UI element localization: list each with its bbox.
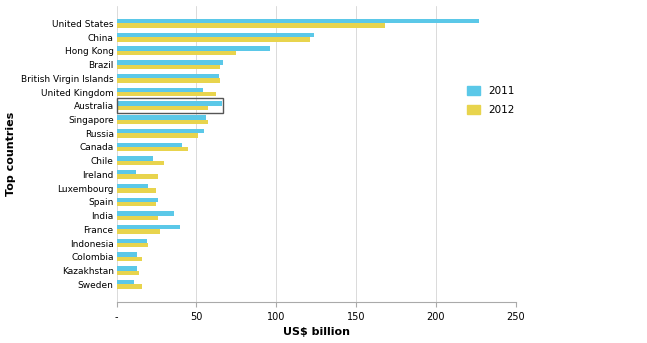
Bar	[116, 271, 139, 275]
Bar	[116, 202, 157, 206]
Bar	[116, 147, 188, 151]
Bar	[116, 78, 220, 83]
Bar	[116, 211, 174, 216]
Bar	[116, 98, 223, 113]
Bar	[116, 225, 181, 229]
Bar	[116, 115, 206, 120]
Bar	[116, 229, 160, 234]
Legend: 2011, 2012: 2011, 2012	[467, 86, 514, 115]
Bar	[116, 102, 222, 106]
Bar	[116, 37, 310, 42]
Bar	[116, 64, 220, 69]
Bar	[116, 252, 137, 257]
Bar	[116, 243, 148, 248]
X-axis label: US$ billion: US$ billion	[283, 328, 349, 338]
Bar	[116, 129, 204, 133]
Bar	[116, 51, 236, 55]
Bar	[116, 280, 134, 284]
Bar	[116, 60, 223, 64]
Bar	[116, 23, 385, 28]
Bar	[116, 19, 479, 23]
Bar	[116, 88, 203, 92]
Bar	[116, 266, 137, 271]
Bar	[116, 184, 148, 188]
Bar	[116, 143, 182, 147]
Bar	[116, 161, 164, 165]
Bar	[116, 33, 314, 37]
Bar	[116, 47, 270, 51]
Bar	[116, 284, 142, 289]
Bar	[116, 216, 158, 220]
Bar	[116, 257, 142, 261]
Bar	[116, 74, 219, 78]
Bar	[116, 239, 147, 243]
Bar	[116, 198, 158, 202]
Bar	[116, 170, 136, 175]
Bar	[116, 188, 157, 192]
Bar	[116, 106, 208, 110]
Bar	[116, 156, 153, 161]
Bar	[116, 120, 208, 124]
Bar	[116, 133, 198, 138]
Y-axis label: Top countries: Top countries	[6, 112, 16, 196]
Bar	[116, 92, 215, 96]
Bar	[116, 175, 158, 179]
